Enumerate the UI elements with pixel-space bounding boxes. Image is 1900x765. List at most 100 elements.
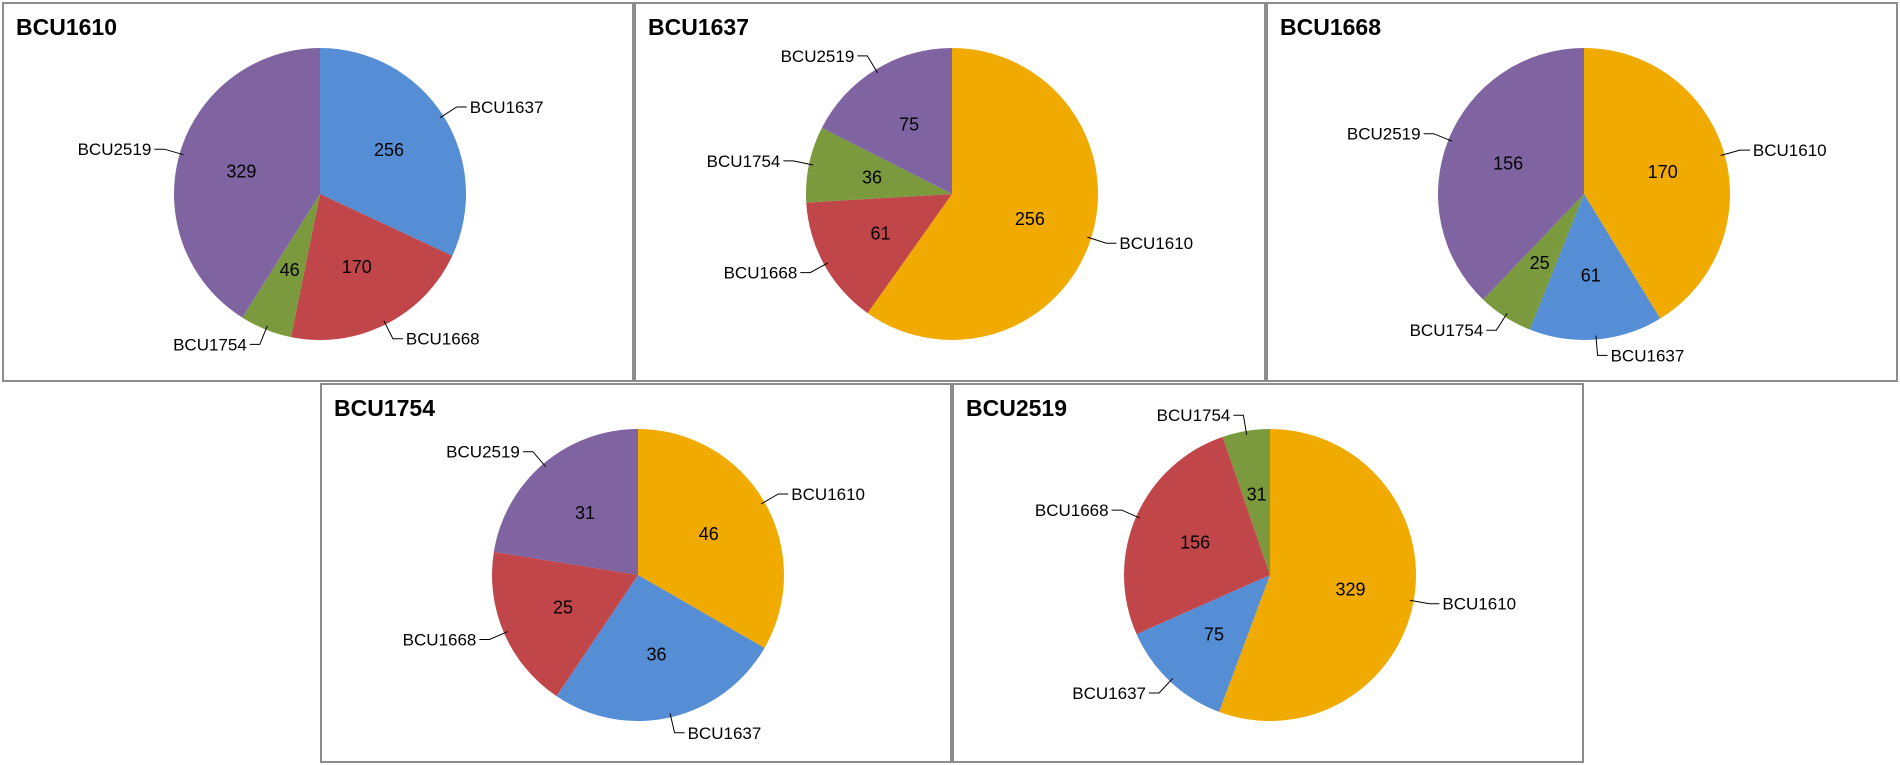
slice-value-label: 156 (1493, 154, 1523, 174)
slice-category-label: BCU1754 (1157, 406, 1231, 425)
slice-value-label: 61 (870, 224, 890, 244)
slice-value-label: 31 (575, 503, 595, 523)
leader-line (1233, 414, 1248, 435)
slice-category-label: BCU1754 (173, 335, 247, 354)
leader-line (439, 106, 467, 119)
chart-panel-bcu2519: BCU2519 329 BCU1610 75 BCU1637 156 BCU1668 31 B… (952, 383, 1584, 763)
chart-panel-bcu1637: BCU1637 256 BCU1610 61 BCU1668 36 BCU1754 75 BC… (634, 2, 1266, 382)
pie-chart: 256 BCU1610 61 BCU1668 36 BCU1754 75 BCU2519 (707, 47, 1193, 341)
pie-slice-bcu1668 (1124, 436, 1270, 635)
leader-line (1149, 678, 1174, 694)
chart-panel-bcu1610: BCU1610 256 BCU1637 170 BCU1668 46 BCU1754 329… (2, 2, 634, 382)
slice-value-label: 31 (1247, 484, 1267, 504)
pie-slice-bcu1610 (867, 48, 1098, 341)
slice-category-label: BCU1610 (1442, 595, 1516, 614)
pie-slices (1124, 429, 1416, 721)
pie-slice-bcu2519 (821, 48, 952, 194)
pie-slice-bcu2519 (1438, 48, 1584, 300)
pie-labels: 256 BCU1610 61 BCU1668 36 BCU1754 75 BCU2519 (707, 47, 1193, 283)
leader-line (1111, 509, 1141, 519)
slice-value-label: 75 (1204, 625, 1224, 645)
pie-labels: 46 BCU1610 36 BCU1637 25 BCU1668 31 BCU2519 (403, 443, 865, 743)
pie-slice-bcu1637 (320, 48, 466, 256)
pie-slice-bcu2519 (493, 429, 638, 575)
pie-slices (805, 48, 1098, 341)
slice-value-label: 329 (1335, 580, 1365, 600)
pie-chart: 256 BCU1637 170 BCU1668 46 BCU1754 329 BCU2519 (78, 48, 544, 354)
pie-slice-bcu1610 (1219, 429, 1416, 721)
leader-line (1087, 236, 1117, 244)
leader-line (479, 631, 508, 640)
chart-title: BCU1637 (648, 14, 749, 40)
pie-chart: 46 BCU1610 36 BCU1637 25 BCU1668 31 BCU2519 (403, 429, 865, 743)
pie-slice-bcu1610 (1584, 48, 1730, 319)
chart-title: BCU1610 (16, 14, 117, 40)
chart-title: BCU1754 (334, 395, 435, 421)
slice-category-label: BCU1668 (406, 330, 480, 349)
pie-slice-bcu1610 (638, 429, 785, 648)
pie-slices (1438, 48, 1730, 341)
slice-value-label: 170 (342, 257, 372, 277)
slice-category-label: BCU1668 (1035, 501, 1109, 520)
slice-value-label: 256 (1015, 209, 1045, 229)
leader-line (1423, 133, 1453, 142)
slice-value-label: 61 (1581, 266, 1601, 286)
slice-category-label: BCU1637 (688, 724, 762, 743)
chart-title: BCU2519 (966, 395, 1067, 421)
pie-slice-bcu1754 (1222, 429, 1270, 575)
slice-category-label: BCU1610 (791, 485, 865, 504)
pie-slice-bcu1754 (242, 194, 320, 338)
pie-slice-bcu1668 (492, 551, 638, 697)
slice-category-label: BCU1610 (1753, 141, 1827, 160)
slice-value-label: 75 (899, 114, 919, 134)
leader-line (857, 55, 879, 74)
slice-value-label: 156 (1180, 532, 1210, 552)
slice-value-label: 36 (862, 167, 882, 187)
slice-value-label: 46 (699, 524, 719, 544)
leader-line (669, 713, 685, 734)
chart-panel-bcu1754: BCU1754 46 BCU1610 36 BCU1637 25 BCU1668 31 BCU… (320, 383, 952, 763)
pie-slice-bcu1668 (290, 194, 453, 341)
pie-slice-bcu1637 (1136, 575, 1270, 712)
pie-labels: 256 BCU1637 170 BCU1668 46 BCU1754 329 BCU2519 (78, 98, 544, 354)
pie-chart: 329 BCU1610 75 BCU1637 156 BCU1668 31 BCU1754 (1035, 406, 1516, 721)
slice-value-label: 256 (374, 140, 404, 160)
leader-line (154, 148, 184, 156)
slice-category-label: BCU1610 (1119, 234, 1193, 253)
slice-category-label: BCU1637 (1072, 684, 1146, 703)
pie-slices (492, 429, 785, 721)
pie-slice-bcu1668 (806, 194, 952, 314)
leader-line (760, 493, 789, 505)
pie-labels: 170 BCU1610 61 BCU1637 25 BCU1754 156 BCU2519 (1347, 125, 1827, 366)
leader-line (522, 451, 547, 468)
slice-category-label: BCU1637 (470, 98, 544, 117)
slice-category-label: BCU1668 (403, 631, 477, 650)
pie-slice-bcu1754 (805, 127, 952, 203)
slice-category-label: BCU1754 (1410, 321, 1484, 340)
pie-labels: 329 BCU1610 75 BCU1637 156 BCU1668 31 BCU1754 (1035, 406, 1516, 703)
pie-chart: 170 BCU1610 61 BCU1637 25 BCU1754 156 BCU2519 (1347, 48, 1827, 366)
pie-slice-bcu1637 (556, 575, 765, 721)
leader-line (249, 325, 268, 345)
slice-category-label: BCU2519 (78, 140, 152, 159)
slice-value-label: 36 (646, 645, 666, 665)
slice-value-label: 46 (280, 260, 300, 280)
slice-category-label: BCU1637 (1611, 346, 1685, 365)
slice-category-label: BCU1668 (724, 264, 798, 283)
pie-slice-bcu1754 (1483, 194, 1584, 330)
leader-line (1409, 599, 1440, 605)
slice-category-label: BCU2519 (446, 443, 520, 462)
pie-slices (174, 48, 466, 341)
chart-panel-bcu1668: BCU1668 170 BCU1610 61 BCU1637 25 BCU1754 156 B… (1266, 2, 1898, 382)
slice-category-label: BCU2519 (781, 47, 855, 66)
slice-value-label: 329 (226, 161, 256, 181)
slice-value-label: 170 (1648, 162, 1678, 182)
leader-line (783, 160, 814, 166)
leader-line (1720, 149, 1750, 156)
leader-line (383, 320, 403, 340)
pie-slice-bcu1637 (1529, 194, 1661, 341)
chart-title: BCU1668 (1280, 14, 1381, 40)
slice-value-label: 25 (553, 598, 573, 618)
leader-line (1486, 313, 1508, 331)
